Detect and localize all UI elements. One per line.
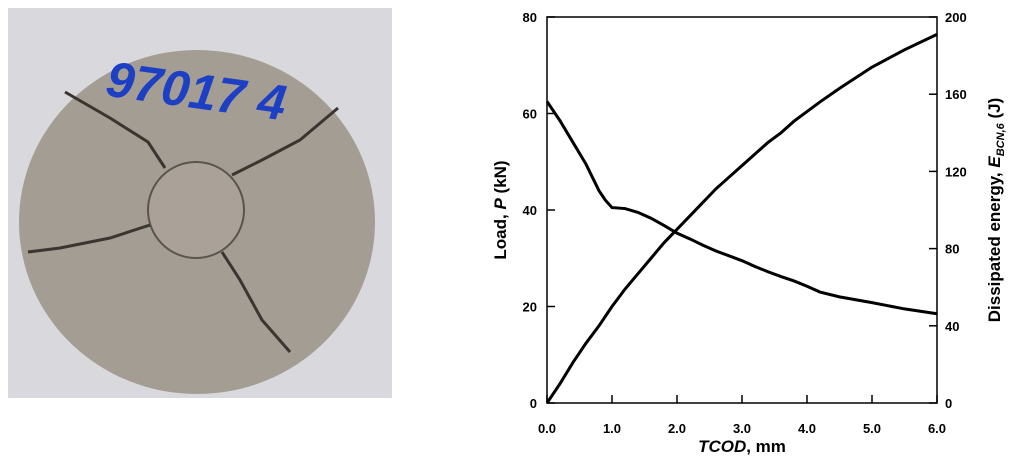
crack bbox=[64, 90, 167, 169]
photo: 97017 4 bbox=[8, 8, 392, 398]
y2-label-part: BCN,6 bbox=[995, 122, 1007, 156]
crack bbox=[27, 223, 151, 254]
y2-label-part: E bbox=[985, 156, 1004, 168]
y2-tick-label: 40 bbox=[945, 319, 959, 334]
y2-tick-label: 0 bbox=[945, 396, 952, 411]
x-axis-label: TCOD, mm bbox=[698, 437, 786, 456]
y-tick-label: 20 bbox=[523, 300, 537, 315]
x-label-part: , mm bbox=[746, 437, 786, 456]
y-tick-label: 40 bbox=[523, 203, 537, 218]
y-axis-label: Load, P (kN) bbox=[491, 160, 510, 259]
x-label-part: TCOD bbox=[698, 437, 746, 456]
y2-tick-label: 200 bbox=[945, 10, 967, 25]
crack bbox=[220, 251, 292, 353]
y2-tick-label: 120 bbox=[945, 164, 967, 179]
y2-axis-label: Dissipated energy, EBCN,6 (J) bbox=[985, 98, 1007, 323]
y2-tick-label: 160 bbox=[945, 87, 967, 102]
x-tick-label: 5.0 bbox=[863, 421, 881, 436]
x-tick-label: 3.0 bbox=[733, 421, 751, 436]
y-tick-label: 60 bbox=[523, 107, 537, 122]
y-label-part: Load, bbox=[491, 210, 510, 260]
y-label-part: P bbox=[491, 198, 510, 210]
y2-label-part: Dissipated energy, bbox=[985, 168, 1004, 323]
y2-label-part: (J) bbox=[985, 98, 1004, 124]
y2-tick-label: 80 bbox=[945, 242, 959, 257]
center-disc bbox=[147, 161, 245, 259]
crack bbox=[231, 106, 339, 177]
cracks bbox=[27, 90, 339, 353]
x-tick-label: 6.0 bbox=[928, 421, 946, 436]
data-line bbox=[545, 100, 938, 316]
y-tick-label: 0 bbox=[530, 396, 537, 411]
x-tick-label: 1.0 bbox=[603, 421, 621, 436]
x-tick-label: 2.0 bbox=[668, 421, 686, 436]
x-tick-label: 4.0 bbox=[798, 421, 816, 436]
plot-frame bbox=[546, 16, 938, 404]
y-label-part: (kN) bbox=[491, 160, 510, 198]
y-tick-label: 80 bbox=[523, 10, 537, 25]
data-line bbox=[545, 33, 938, 404]
x-tick-label: 0.0 bbox=[538, 421, 556, 436]
